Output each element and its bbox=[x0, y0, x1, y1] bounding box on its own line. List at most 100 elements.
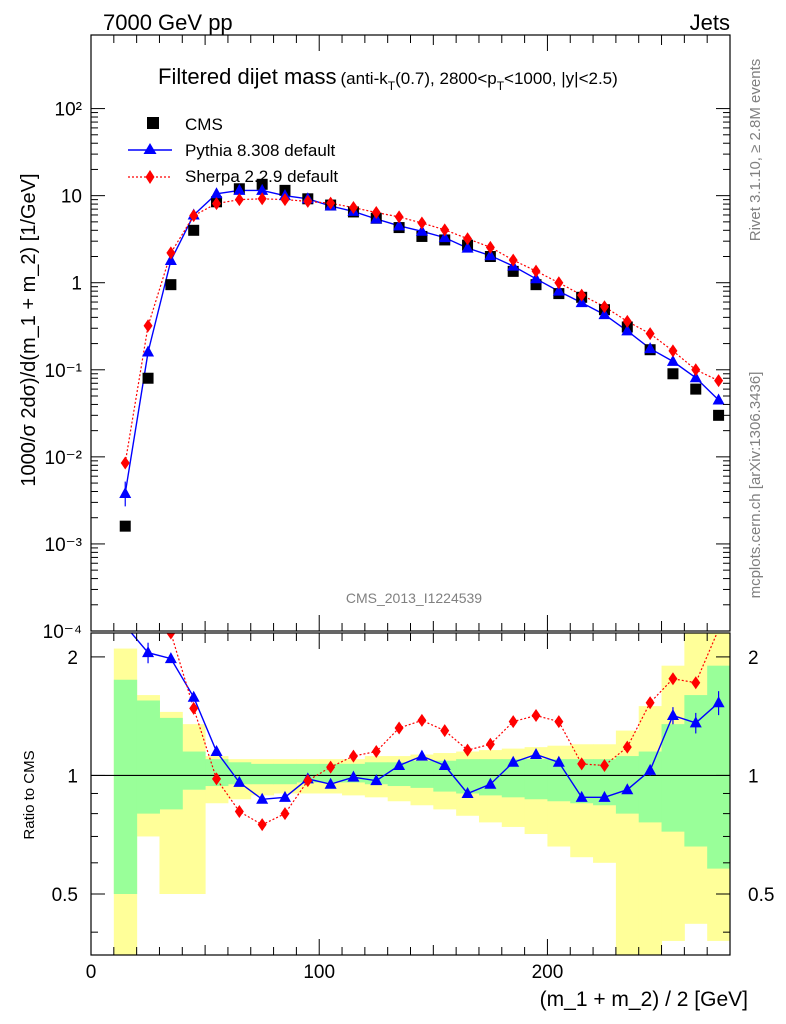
x-tick-label: 200 bbox=[532, 962, 564, 983]
ratio-point-s0-7 bbox=[278, 790, 291, 802]
ratio-band-inner bbox=[684, 695, 708, 847]
ratio-point-s0-22 bbox=[621, 783, 634, 795]
ratio-ytick-label: 1 bbox=[67, 766, 78, 787]
main-point-s1-4 bbox=[210, 187, 223, 199]
ratio-ytick-label-right: 2 bbox=[748, 648, 759, 669]
ratio-point-s1-25 bbox=[691, 676, 701, 690]
ratio-point-s1-7 bbox=[280, 807, 290, 821]
ratio-point-s0-20 bbox=[575, 790, 588, 802]
main-ytick-label: 10⁻² bbox=[45, 448, 83, 469]
main-point-s0-24 bbox=[667, 368, 679, 380]
main-point-s1-18 bbox=[530, 272, 543, 284]
ratio-point-s0-21 bbox=[598, 790, 611, 802]
ratio-point-s1-10 bbox=[348, 749, 358, 763]
main-point-s1-19 bbox=[552, 284, 565, 296]
main-point-s2-26 bbox=[714, 374, 724, 388]
ratio-band-inner bbox=[182, 751, 206, 790]
main-point-s1-0 bbox=[119, 486, 132, 498]
ratio-band-inner bbox=[456, 759, 480, 794]
main-point-s1-20 bbox=[575, 296, 588, 308]
ratio-band-inner bbox=[547, 759, 571, 802]
main-point-s2-21 bbox=[599, 300, 609, 314]
main-point-s1-1 bbox=[142, 345, 155, 357]
main-point-s1-6 bbox=[256, 183, 269, 195]
ratio-point-s0-13 bbox=[415, 749, 428, 761]
main-point-s2-8 bbox=[303, 194, 313, 208]
legend-marker-pythia bbox=[143, 143, 157, 154]
ratio-band-outer bbox=[638, 706, 663, 955]
main-point-s2-5 bbox=[234, 193, 244, 207]
ratio-point-s1-3 bbox=[189, 701, 199, 715]
ratio-band-inner bbox=[364, 762, 389, 785]
ratio-point-s1-11 bbox=[371, 745, 381, 759]
ratio-band-inner bbox=[273, 763, 297, 785]
ratio-band-inner bbox=[661, 724, 685, 832]
ratio-point-s1-21 bbox=[599, 758, 609, 772]
ratio-point-s0-1 bbox=[142, 646, 155, 658]
main-point-s2-9 bbox=[326, 196, 336, 210]
ratio-band-inner bbox=[205, 759, 229, 787]
main-point-s2-6 bbox=[257, 192, 267, 206]
legend-label-pythia: Pythia 8.308 default bbox=[185, 141, 336, 160]
ratio-point-s1-24 bbox=[668, 672, 678, 686]
main-ytick-label: 1 bbox=[71, 274, 82, 295]
ratio-band-inner bbox=[501, 759, 526, 798]
ratio-band-inner bbox=[250, 763, 275, 785]
ratio-point-s0-24 bbox=[666, 708, 679, 720]
main-point-s2-24 bbox=[668, 344, 678, 358]
ratio-point-s0-25 bbox=[689, 716, 702, 728]
ratio-band-inner bbox=[478, 759, 503, 796]
main-point-s2-25 bbox=[691, 363, 701, 377]
main-point-s2-19 bbox=[554, 276, 564, 290]
ratio-ytick-label: 0.5 bbox=[52, 885, 78, 906]
main-ylabel: 1000/σ 2dσ)/d(m_1 + m_2) [1/GeV] bbox=[18, 173, 40, 486]
ratio-point-s0-26 bbox=[712, 696, 725, 708]
ratio-point-s1-18 bbox=[531, 708, 541, 722]
ratio-point-s1-5 bbox=[234, 804, 244, 818]
ratio-ytick-label-right: 0.5 bbox=[748, 885, 774, 906]
ratio-point-s1-23 bbox=[645, 696, 655, 710]
ratio-band-outer bbox=[182, 724, 206, 894]
main-point-s2-17 bbox=[508, 253, 518, 267]
ratio-point-s0-4 bbox=[210, 745, 223, 757]
x-axis-label: (m_1 + m_2) / 2 [GeV] bbox=[540, 988, 748, 1011]
ratio-point-s0-15 bbox=[461, 786, 474, 798]
main-point-s2-14 bbox=[440, 223, 450, 237]
ratio-band-inner bbox=[136, 700, 160, 814]
ratio-band-inner bbox=[570, 759, 594, 804]
main-point-s1-23 bbox=[644, 342, 657, 354]
main-point-s0-25 bbox=[690, 383, 702, 395]
chart-title: Filtered dijet mass (anti-kT(0.7), 2800<p… bbox=[158, 64, 618, 93]
ratio-point-s1-8 bbox=[303, 774, 313, 788]
energy-label: 7000 GeV pp bbox=[103, 10, 233, 35]
ratio-point-s1-2 bbox=[166, 633, 176, 640]
legend-label-sherpa: Sherpa 2.2.9 default bbox=[185, 167, 338, 186]
ratio-point-s0-14 bbox=[438, 758, 451, 770]
ratio-band-inner bbox=[707, 665, 730, 869]
ratio-point-s0-18 bbox=[530, 748, 543, 760]
main-point-s1-14 bbox=[438, 231, 451, 243]
main-point-s2-2 bbox=[166, 246, 176, 260]
main-point-s1-13 bbox=[415, 224, 428, 236]
ratio-point-s0-2 bbox=[164, 652, 177, 664]
main-ytick-label: 10⁻¹ bbox=[45, 361, 83, 382]
legend-marker-cms bbox=[147, 117, 159, 129]
main-point-s0-13 bbox=[416, 230, 428, 242]
main-panel: 10⁻⁴ 10⁻³ 10⁻² 10⁻¹ 1 10 10² Filtered dijet ma… bbox=[18, 34, 731, 643]
main-point-s2-4 bbox=[212, 197, 222, 211]
ratio-point-s1-22 bbox=[622, 740, 632, 754]
main-point-s2-10 bbox=[348, 201, 358, 215]
legend: CMS Pythia 8.308 default Sherpa 2.2.9 de… bbox=[128, 115, 338, 186]
ratio-band-inner bbox=[387, 762, 411, 787]
legend-label-cms: CMS bbox=[185, 115, 223, 134]
ratio-band-inner bbox=[159, 717, 183, 810]
main-ytick-label: 10⁻⁴ bbox=[43, 622, 82, 643]
ratio-point-s0-12 bbox=[393, 758, 406, 770]
ratio-ylabel: Ratio to CMS bbox=[21, 750, 38, 839]
main-point-s1-21 bbox=[598, 308, 611, 320]
main-point-s2-12 bbox=[394, 210, 404, 224]
ratio-point-s0-16 bbox=[484, 777, 497, 789]
main-point-s2-23 bbox=[645, 327, 655, 341]
main-point-s1-5 bbox=[233, 183, 246, 195]
